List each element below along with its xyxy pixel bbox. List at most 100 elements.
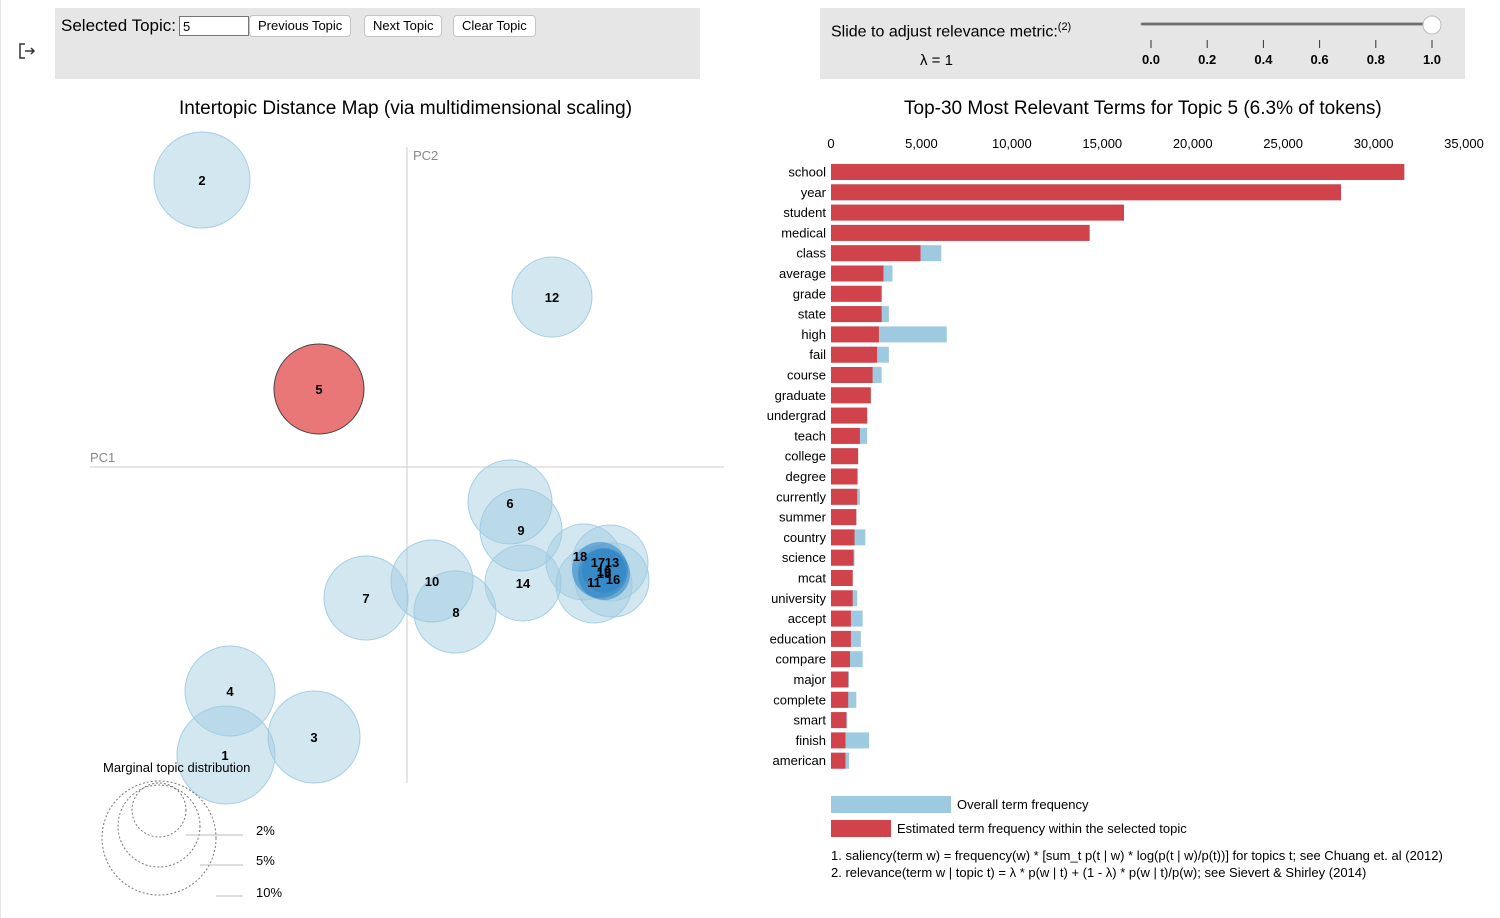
legend-swatch-topic <box>831 820 891 837</box>
term-label-education[interactable]: education <box>770 631 826 646</box>
bar-topic-year[interactable] <box>831 184 1342 201</box>
bar-topic-medical[interactable] <box>831 224 1090 241</box>
bar-topic-complete[interactable] <box>831 691 849 708</box>
bar-topic-major[interactable] <box>831 671 849 688</box>
topic-label-16: 16 <box>606 572 620 587</box>
term-label-summer[interactable]: summer <box>779 510 827 525</box>
slider-tick-label: 0.4 <box>1254 52 1273 67</box>
term-label-smart[interactable]: smart <box>794 713 827 728</box>
topic-label-3: 3 <box>310 730 317 745</box>
topic-circle-19[interactable] <box>582 549 626 593</box>
bar-topic-summer[interactable] <box>831 509 857 526</box>
bar-topic-undergrad[interactable] <box>831 407 868 424</box>
exit-icon[interactable] <box>16 40 38 62</box>
topic-circle-10[interactable] <box>390 539 474 623</box>
slider-tick-label: 0.0 <box>1142 52 1160 67</box>
term-label-finish[interactable]: finish <box>796 733 826 748</box>
note-1: 1. saliency(term w) = frequency(w) * [su… <box>831 848 1443 863</box>
bar-topic-finish[interactable] <box>831 732 846 749</box>
topic-circle-12[interactable] <box>511 256 593 338</box>
legend-circle-10pct <box>101 780 217 896</box>
term-label-american[interactable]: american <box>773 753 826 768</box>
topic-circle-8[interactable] <box>413 570 497 654</box>
topic-circle-3[interactable] <box>267 690 361 784</box>
term-label-country[interactable]: country <box>783 530 826 545</box>
topic-label-17: 17 <box>591 555 605 570</box>
bar-topic-student[interactable] <box>831 204 1124 221</box>
topic-circle-6[interactable] <box>467 459 553 545</box>
bar-topic-degree[interactable] <box>831 468 858 485</box>
legend-circle-2pct <box>131 782 187 838</box>
term-label-fail[interactable]: fail <box>809 347 826 362</box>
bar-topic-high[interactable] <box>831 326 879 343</box>
clear-topic-button[interactable]: Clear Topic <box>453 15 536 37</box>
term-label-high[interactable]: high <box>801 327 826 342</box>
term-label-mcat[interactable]: mcat <box>798 571 827 586</box>
term-label-year[interactable]: year <box>801 185 827 200</box>
term-label-school[interactable]: school <box>788 165 826 180</box>
topic-circle-9[interactable] <box>479 488 563 572</box>
relevance-panel: Slide to adjust relevance metric:(2) λ =… <box>820 8 1465 79</box>
previous-topic-button[interactable]: Previous Topic <box>249 15 352 37</box>
term-labels: school year student medical class average grad… <box>767 165 827 769</box>
term-label-average[interactable]: average <box>779 266 826 281</box>
term-label-degree[interactable]: degree <box>786 469 826 484</box>
bar-topic-university[interactable] <box>831 590 853 607</box>
term-label-major[interactable]: major <box>793 672 826 687</box>
bar-topic-grade[interactable] <box>831 285 882 302</box>
next-topic-button[interactable]: Next Topic <box>364 15 443 37</box>
topic-circle-1[interactable] <box>176 705 276 805</box>
topic-label-7: 7 <box>362 591 369 606</box>
bar-topic-teach[interactable] <box>831 427 860 444</box>
bar-topic-school[interactable] <box>831 164 1405 180</box>
bar-topic-fail[interactable] <box>831 346 878 363</box>
bar-topic-course[interactable] <box>831 367 873 383</box>
topic-label-11: 11 <box>587 575 601 590</box>
bar-topic-american[interactable] <box>831 752 846 769</box>
bar-topic-class[interactable] <box>831 245 921 262</box>
bar-topic-state[interactable] <box>831 306 882 323</box>
bar-topic-college[interactable] <box>831 448 859 465</box>
bar-topic-graduate[interactable] <box>831 387 871 404</box>
bar-topic-currently[interactable] <box>831 488 858 505</box>
term-label-teach[interactable]: teach <box>794 428 826 443</box>
bar-topic-average[interactable] <box>831 265 884 282</box>
term-label-complete[interactable]: complete <box>773 692 826 707</box>
term-label-currently[interactable]: currently <box>776 489 826 504</box>
selected-topic-input[interactable] <box>179 16 249 36</box>
topic-circle-7[interactable] <box>323 555 409 641</box>
topic-circle-14[interactable] <box>484 544 562 622</box>
x-tick-label: 15,000 <box>1082 136 1122 151</box>
x-axis: 0 5,000 10,000 15,000 20,000 25,000 30,000 35,0… <box>827 136 1484 151</box>
term-label-medical[interactable]: medical <box>781 225 826 240</box>
bar-topic-smart[interactable] <box>831 712 847 729</box>
relevance-slider[interactable]: 0.0 0.2 0.4 0.6 0.8 1.0 <box>820 8 1465 79</box>
bar-topic-compare[interactable] <box>831 651 850 668</box>
bar-topic-science[interactable] <box>831 549 854 566</box>
term-label-university[interactable]: university <box>771 591 826 606</box>
term-label-graduate[interactable]: graduate <box>775 388 826 403</box>
term-label-class[interactable]: class <box>796 246 826 261</box>
bar-topic-country[interactable] <box>831 529 855 546</box>
note-2: 2. relevance(term w | topic t) = λ * p(w… <box>831 865 1366 880</box>
topic-label-6: 6 <box>506 496 513 511</box>
topic-label-18: 18 <box>573 549 587 564</box>
term-label-college[interactable]: college <box>785 449 826 464</box>
term-label-accept[interactable]: accept <box>788 611 827 626</box>
term-label-course[interactable]: course <box>787 368 826 383</box>
term-label-compare[interactable]: compare <box>775 652 826 667</box>
bar-topic-mcat[interactable] <box>831 570 853 586</box>
bar-topic-accept[interactable] <box>831 610 851 627</box>
bar-topic-education[interactable] <box>831 630 851 647</box>
topic-circle-5-selected[interactable] <box>273 343 365 435</box>
term-label-science[interactable]: science <box>782 550 826 565</box>
marginal-legend-title: Marginal topic distribution <box>103 760 250 775</box>
legend-label-2pct: 2% <box>256 823 275 838</box>
term-label-grade[interactable]: grade <box>793 286 826 301</box>
term-label-student[interactable]: student <box>783 205 826 220</box>
term-label-state[interactable]: state <box>798 307 826 322</box>
topic-circle-2[interactable] <box>153 131 251 229</box>
pc2-label: PC2 <box>413 148 438 163</box>
term-label-undergrad[interactable]: undergrad <box>767 408 826 423</box>
slider-handle[interactable] <box>1422 15 1442 35</box>
